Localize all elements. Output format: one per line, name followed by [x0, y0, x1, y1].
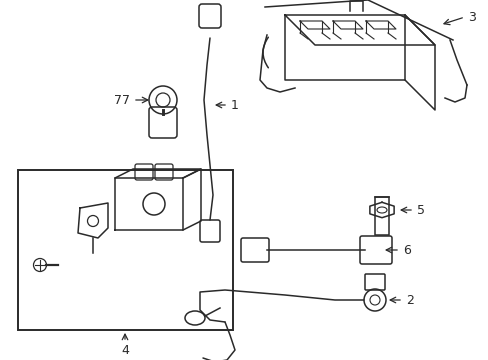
Text: 3: 3: [467, 10, 475, 23]
Text: 7: 7: [114, 94, 122, 107]
Text: 7: 7: [122, 94, 130, 107]
Text: 5: 5: [416, 203, 424, 216]
Text: 2: 2: [405, 293, 413, 306]
Text: 1: 1: [230, 99, 238, 112]
FancyArrowPatch shape: [263, 37, 268, 68]
Text: 4: 4: [121, 343, 129, 356]
Text: 6: 6: [402, 243, 410, 256]
